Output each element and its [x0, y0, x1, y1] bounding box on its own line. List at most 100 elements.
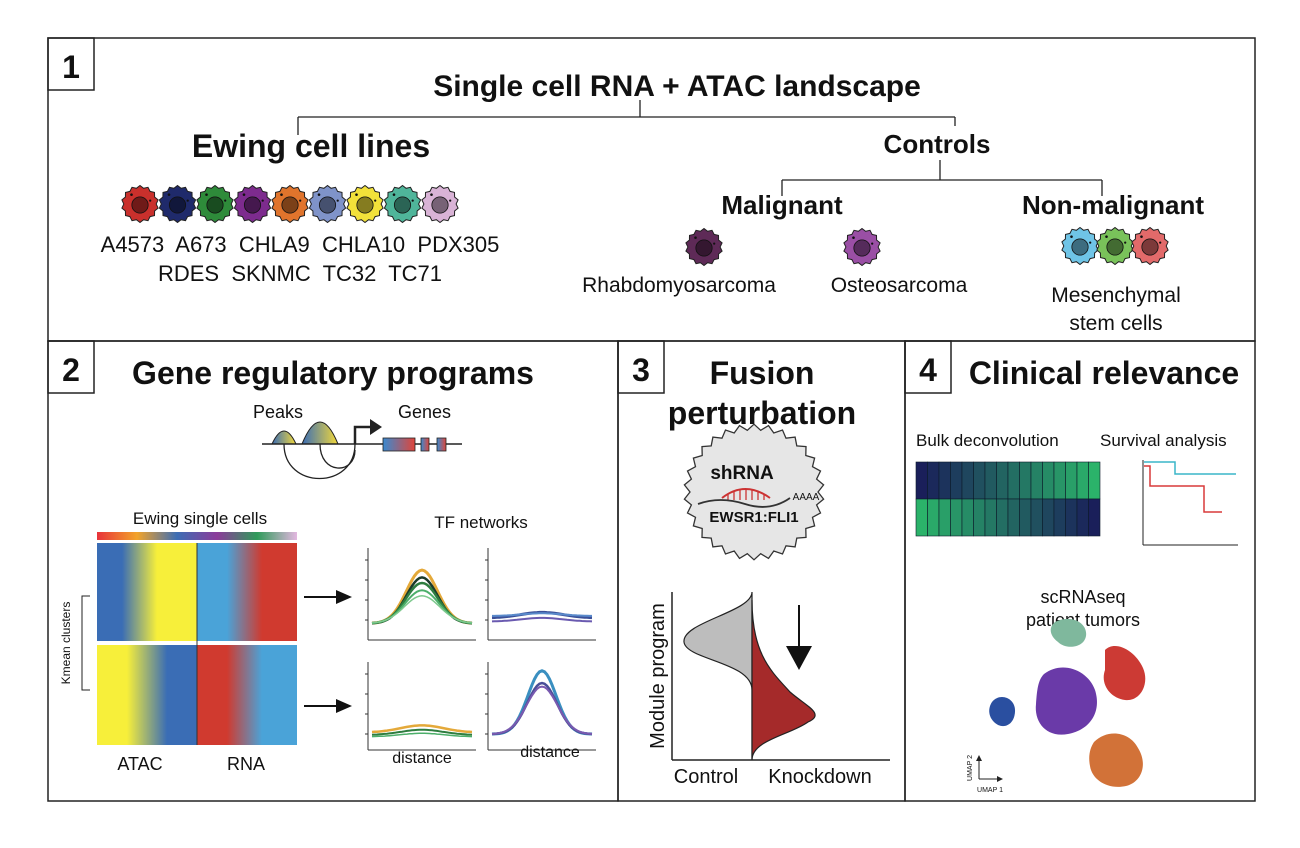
bulk-cell — [938, 498, 951, 537]
bulk-cell — [1042, 461, 1055, 500]
malignant-heading: Malignant — [721, 190, 843, 220]
cell-annotation-bar — [97, 532, 297, 540]
tf-plot — [485, 662, 596, 751]
control-distribution — [683, 591, 753, 760]
bulk-cell — [1042, 498, 1055, 537]
msc-label-line-1: Mesenchymal — [1051, 284, 1181, 307]
kmean-label: Kmean clusters — [59, 602, 73, 685]
bulk-deconvolution-label: Bulk deconvolution — [916, 431, 1059, 450]
panel-4: 4 Clinical relevance Bulk deconvolution … — [915, 352, 1239, 794]
bulk-cell — [1088, 461, 1101, 500]
bulk-cell — [950, 461, 963, 500]
umap-cluster-blue — [989, 697, 1016, 727]
tf-plot — [485, 548, 596, 641]
survival-curve-high — [1144, 461, 1236, 475]
panel-3: 3 Fusion perturbation shRNA AAAA EWSR1:F… — [632, 352, 890, 788]
msc-label-line-2: stem cells — [1069, 312, 1162, 335]
regulatory-schematic: Peaks Genes — [253, 402, 462, 479]
msc-cells — [1061, 226, 1169, 266]
bulk-cell — [996, 461, 1009, 500]
genes-label: Genes — [398, 402, 451, 422]
bulk-deconvolution-heatmap — [915, 461, 1101, 537]
heatmap-atac-bottom — [97, 645, 197, 745]
panel-4-title: Clinical relevance — [969, 355, 1239, 391]
umap-1-label: UMAP 1 — [977, 787, 1003, 794]
peaks-label: Peaks — [253, 402, 303, 422]
panel-1-tree-lines — [297, 100, 1103, 196]
panel-4-number: 4 — [919, 352, 937, 388]
tf-plot — [365, 548, 476, 641]
control-label: Control — [674, 766, 738, 788]
bulk-cell — [1007, 461, 1020, 500]
tf-curve — [492, 612, 592, 617]
scrnaseq-label-line-1: scRNAseq — [1040, 587, 1125, 607]
tf-network-plots — [365, 548, 596, 751]
rhabdomyosarcoma-label: Rhabdomyosarcoma — [582, 274, 776, 297]
distance-label-1: distance — [392, 750, 452, 767]
heatmap-rna-top — [197, 543, 297, 641]
bulk-cell — [1007, 498, 1020, 537]
bulk-cell — [961, 461, 974, 500]
tf-curve — [491, 669, 593, 736]
non-malignant-heading: Non-malignant — [1022, 190, 1204, 220]
bulk-cell — [1088, 498, 1101, 537]
loop-2 — [319, 443, 356, 469]
ewing-cell — [233, 184, 272, 224]
peak-large — [301, 421, 339, 445]
bulk-cell — [1053, 461, 1066, 500]
knockdown-distribution — [751, 599, 816, 761]
umap-cluster-purple — [1035, 667, 1097, 735]
bulk-cell — [961, 498, 974, 537]
umap-cluster-teal — [1050, 618, 1087, 647]
panel-2: 2 Gene regulatory programs Peaks Genes E… — [59, 352, 596, 774]
peak-small — [271, 430, 297, 445]
panel-1-title: Single cell RNA + ATAC landscape — [433, 70, 921, 103]
bulk-cell — [927, 498, 940, 537]
gene-exon-3 — [436, 437, 447, 452]
panel-1: 1 Single cell RNA + ATAC landscape Ewing… — [62, 49, 1204, 335]
tf-networks-label: TF networks — [434, 513, 528, 532]
heatmap-atac-top — [97, 543, 197, 641]
bulk-cell — [1030, 461, 1043, 500]
panel-3-title-line-1: Fusion — [710, 355, 815, 391]
bulk-cell — [973, 498, 986, 537]
bulk-cell — [984, 498, 997, 537]
ewing-cell-row — [121, 184, 459, 224]
bulk-cell — [938, 461, 951, 500]
tf-arrows — [304, 590, 352, 713]
bulk-cell — [1019, 498, 1032, 537]
panel-3-number: 3 — [632, 352, 650, 388]
tf-curve — [491, 681, 593, 736]
ewing-cell — [308, 184, 347, 224]
tf-curve — [371, 576, 473, 625]
umap-2-label: UMAP 2 — [967, 755, 974, 781]
bulk-cell — [950, 498, 963, 537]
tf-curve — [491, 616, 593, 623]
malignant-cells — [685, 227, 881, 267]
malignant-cell — [685, 227, 723, 267]
panel-3-title-line-2: perturbation — [668, 395, 856, 431]
ewing-cell — [271, 184, 309, 224]
tf-curve — [371, 732, 473, 738]
tf-curve — [371, 724, 473, 734]
msc-cell — [1096, 226, 1134, 266]
bulk-cell — [984, 461, 997, 500]
umap-cluster-orange — [1089, 733, 1143, 787]
shrna-cell — [683, 423, 825, 561]
survival-analysis-label: Survival analysis — [1100, 431, 1227, 450]
bulk-cell — [915, 498, 928, 537]
knockdown-label: Knockdown — [768, 766, 871, 788]
single-cells-label: Ewing single cells — [133, 509, 267, 528]
tf-curve — [371, 728, 473, 736]
bulk-cell — [1019, 461, 1032, 500]
bulk-cell — [1065, 498, 1078, 537]
gene-exon-1 — [382, 437, 416, 452]
malignant-cell — [843, 227, 881, 267]
bulk-cell — [1053, 498, 1066, 537]
ewing-lines-row-1: A4573 A673 CHLA9 CHLA10 PDX305 — [101, 232, 500, 257]
bulk-cell — [915, 461, 928, 500]
bulk-cell — [927, 461, 940, 500]
decrease-arrow-head — [786, 646, 812, 670]
ewing-cell — [121, 184, 159, 224]
